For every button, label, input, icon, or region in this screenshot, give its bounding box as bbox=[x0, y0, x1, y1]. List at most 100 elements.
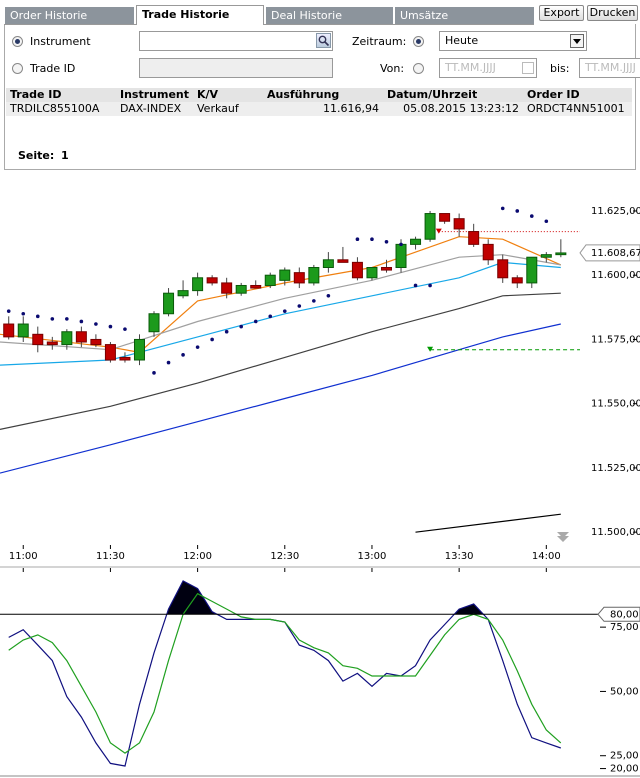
candle-body bbox=[497, 259, 509, 279]
table-cell: TRDILC855100A bbox=[10, 102, 100, 115]
sar-dot bbox=[370, 237, 374, 242]
table-cell: 11.616,94 bbox=[323, 102, 379, 115]
table-header-bg bbox=[6, 88, 632, 102]
candle-body bbox=[133, 338, 145, 361]
sar-dot bbox=[6, 309, 11, 313]
column-divider bbox=[0, 56, 1, 84]
candle-body bbox=[46, 341, 58, 346]
candle-body bbox=[163, 292, 175, 315]
y-tick-label: 11.600,00 bbox=[591, 270, 640, 281]
x-tick-label: 11:30 bbox=[96, 551, 125, 562]
candle-body bbox=[380, 267, 392, 271]
column-header: Order ID bbox=[527, 88, 580, 101]
button[interactable]: Export bbox=[539, 5, 584, 21]
bis-input[interactable]: TT.MM.JJJJ bbox=[579, 58, 640, 78]
trade-id-input[interactable] bbox=[139, 58, 333, 78]
placeholder: TT.MM.JJJJ bbox=[585, 61, 636, 74]
column-divider bbox=[0, 28, 1, 56]
y-tick-label: 11.625,00 bbox=[591, 206, 640, 217]
column-header: Trade ID bbox=[10, 88, 62, 101]
tab[interactable]: Deal Historie bbox=[266, 7, 393, 24]
tab-baseline bbox=[4, 24, 534, 25]
candle-body bbox=[264, 274, 276, 286]
column-header: Datum/Uhrzeit bbox=[387, 88, 478, 101]
sar-dot bbox=[544, 219, 549, 224]
radio-trade-id[interactable] bbox=[12, 63, 23, 74]
sar-dot bbox=[253, 319, 258, 324]
stochastic-line bbox=[8, 580, 561, 767]
candle-body bbox=[337, 259, 349, 263]
table-cell: Verkauf bbox=[197, 102, 239, 115]
sar-dot bbox=[268, 314, 273, 319]
label: bis: bbox=[550, 62, 570, 75]
candle-body bbox=[511, 277, 523, 284]
sar-dot bbox=[384, 240, 389, 244]
x-tick-label: 14:00 bbox=[532, 551, 561, 562]
dropdown-arrow bbox=[570, 34, 584, 48]
candle-body bbox=[424, 213, 436, 240]
y-tick-label: 75,00 bbox=[610, 622, 639, 633]
candle-body bbox=[119, 356, 131, 361]
sar-dot bbox=[239, 324, 243, 329]
candle-body bbox=[453, 218, 465, 230]
candle-body bbox=[540, 254, 552, 258]
sar-dot bbox=[515, 209, 520, 213]
tab[interactable]: Umsätze bbox=[395, 7, 534, 24]
candle-body bbox=[395, 243, 407, 268]
candle-body bbox=[410, 238, 422, 245]
level-label: 80,00 bbox=[610, 609, 639, 620]
x-tick-label: 12:00 bbox=[183, 551, 212, 562]
panel-frame bbox=[4, 24, 636, 170]
sar-dot bbox=[355, 237, 360, 242]
candle-body bbox=[61, 331, 73, 346]
candle-body bbox=[17, 323, 29, 338]
button[interactable]: Drucken bbox=[587, 5, 638, 21]
sar-dot bbox=[413, 283, 418, 288]
y-tick-label: 20,00 bbox=[610, 764, 639, 775]
label: Instrument bbox=[30, 35, 91, 48]
table-row-bg bbox=[6, 102, 632, 116]
von-input[interactable]: TT.MM.JJJJ bbox=[439, 58, 537, 78]
sar-dot bbox=[195, 345, 200, 349]
label: Trade ID bbox=[30, 62, 76, 75]
candle-body bbox=[526, 256, 538, 284]
page-number[interactable]: 1 bbox=[61, 149, 69, 162]
zeitraum-select[interactable]: Heute bbox=[439, 31, 587, 51]
level-marker bbox=[435, 228, 442, 234]
level-marker bbox=[427, 346, 434, 352]
tab[interactable]: Trade Historie bbox=[136, 5, 264, 25]
candle-body bbox=[308, 267, 320, 284]
select-value: Heute bbox=[445, 34, 479, 47]
calendar-icon[interactable] bbox=[522, 62, 534, 74]
placeholder: TT.MM.JJJJ bbox=[445, 61, 496, 74]
y-tick-label: 11.500,00 bbox=[591, 527, 640, 538]
column-header: Instrument bbox=[120, 88, 189, 101]
radio-instrument[interactable] bbox=[12, 36, 23, 47]
candle-body bbox=[192, 277, 204, 292]
sar-dot bbox=[500, 206, 505, 211]
x-tick-label: 11:00 bbox=[9, 551, 38, 562]
arrow-icon bbox=[573, 39, 581, 44]
x-tick-label: 13:30 bbox=[445, 551, 474, 562]
sar-dot bbox=[94, 322, 98, 326]
candle-body bbox=[482, 243, 494, 261]
radio-von[interactable] bbox=[413, 63, 424, 74]
table-cell: DAX-INDEX bbox=[120, 102, 182, 115]
y-tick-label: 25,00 bbox=[610, 751, 639, 762]
candle-body bbox=[235, 284, 247, 294]
column-header: K/V bbox=[197, 88, 219, 101]
sar-dot bbox=[312, 299, 316, 303]
indicator-line bbox=[0, 292, 561, 430]
radio-zeitraum[interactable] bbox=[413, 36, 424, 47]
sar-dot bbox=[282, 309, 287, 313]
candle-body bbox=[468, 231, 480, 245]
sar-dot bbox=[326, 293, 331, 298]
candle-body bbox=[32, 333, 44, 346]
instrument-input[interactable] bbox=[139, 31, 333, 51]
sar-dot bbox=[21, 311, 26, 316]
search-button[interactable] bbox=[316, 33, 331, 48]
x-tick-label: 13:00 bbox=[358, 551, 387, 562]
candle-body bbox=[206, 277, 218, 284]
tab[interactable]: Order Historie bbox=[5, 7, 134, 24]
candle-body bbox=[279, 269, 291, 281]
